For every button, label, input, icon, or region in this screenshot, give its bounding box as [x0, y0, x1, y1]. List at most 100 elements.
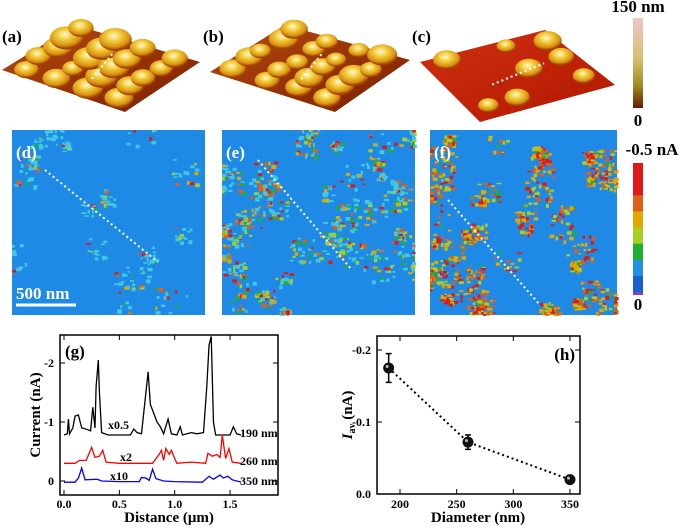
current-speckle [609, 149, 613, 153]
current-speckle [588, 177, 592, 180]
current-speckle [434, 161, 439, 164]
current-speckle [542, 166, 545, 170]
current-speckle [462, 232, 467, 237]
current-speckle [301, 254, 305, 257]
current-speckle [352, 224, 355, 228]
current-speckle [295, 151, 298, 154]
current-speckle [140, 257, 143, 260]
current-speckle [312, 152, 316, 155]
current-speckle [142, 271, 145, 273]
current-speckle [581, 151, 585, 154]
height-colorbar-max: 150 nm [611, 0, 664, 16]
current-speckle [377, 178, 382, 181]
current-speckle [590, 240, 594, 245]
current-speckle [265, 295, 270, 299]
current-speckle [145, 279, 151, 284]
current-speckle [139, 285, 145, 290]
current-speckle [467, 269, 471, 272]
current-speckle [300, 130, 304, 132]
current-speckle [263, 293, 268, 297]
current-speckle [493, 150, 497, 155]
current-speckle [409, 235, 413, 239]
current-speckle [26, 163, 30, 167]
current-speckle [614, 303, 619, 306]
current-speckle [543, 170, 546, 174]
current-speckle [458, 290, 464, 293]
current-speckle [614, 297, 619, 301]
current-speckle [552, 215, 557, 219]
current-speckle [143, 262, 147, 264]
current-speckle [542, 155, 546, 158]
current-speckle [118, 291, 121, 294]
height-colorbar-min: 0 [634, 111, 643, 130]
current-speckle [367, 165, 370, 170]
current-speckle [592, 296, 598, 300]
current-speckle [126, 266, 130, 269]
current-speckle [229, 171, 232, 175]
current-speckle [366, 253, 369, 256]
current-speckle [588, 304, 592, 308]
current-speckle [337, 239, 342, 244]
current-speckle [446, 259, 450, 262]
current-speckle [177, 173, 182, 175]
current-speckle [495, 262, 501, 266]
current-speckle [238, 218, 243, 223]
current-speckle [304, 241, 308, 246]
current-speckle [313, 253, 317, 257]
current-speckle [374, 158, 379, 161]
current-speckle [569, 206, 574, 211]
current-speckle [432, 146, 436, 150]
current-speckle [549, 189, 555, 192]
current-speckle [273, 161, 279, 165]
current-speckle [31, 155, 34, 158]
current-speckle [490, 305, 495, 309]
current-speckle [517, 211, 522, 215]
current-speckle [596, 174, 600, 177]
current-speckle [453, 169, 457, 172]
current-speckle [561, 220, 564, 224]
current-speckle [336, 255, 342, 258]
current-speckle [530, 156, 534, 161]
current-speckle [91, 211, 94, 214]
current-speckle [599, 299, 603, 302]
current-speckle [565, 222, 570, 226]
current-speckle [575, 270, 578, 273]
current-speckle [240, 181, 246, 183]
current-speckle [598, 182, 601, 185]
current-speckle [535, 150, 541, 153]
current-speckle [281, 278, 284, 283]
current-speckle [92, 205, 96, 208]
current-speckle [279, 283, 284, 286]
current-speckle [125, 301, 129, 305]
current-speckle [474, 306, 478, 309]
current-speckle [131, 287, 136, 291]
current-speckle [351, 229, 355, 234]
current-speckle [354, 188, 358, 192]
series-label-350: 350 nm [240, 474, 278, 488]
current-speckle [380, 277, 384, 281]
current-speckle [273, 296, 277, 299]
current-speckle [603, 172, 609, 176]
current-speckle [173, 159, 177, 161]
current-speckle [239, 276, 242, 279]
x-tick-label: 0.0 [57, 497, 72, 511]
current-speckle [548, 200, 552, 203]
current-speckle [240, 222, 244, 225]
current-speckle [271, 296, 276, 301]
current-speckle [285, 204, 290, 207]
current-speckle [590, 182, 596, 187]
current-speckle [397, 189, 401, 193]
current-speckle [396, 209, 402, 213]
current-speckle [269, 300, 273, 305]
current-speckle [331, 243, 335, 247]
current-speckle [593, 289, 597, 291]
current-speckle [469, 312, 473, 316]
current-speckle [315, 258, 321, 263]
current-speckle [36, 168, 40, 173]
current-speckle [585, 290, 589, 295]
current-speckle [412, 242, 415, 245]
current-speckle [137, 253, 140, 255]
colorbar-band [633, 275, 643, 293]
current-speckle [114, 283, 118, 286]
current-speckle [486, 199, 490, 203]
